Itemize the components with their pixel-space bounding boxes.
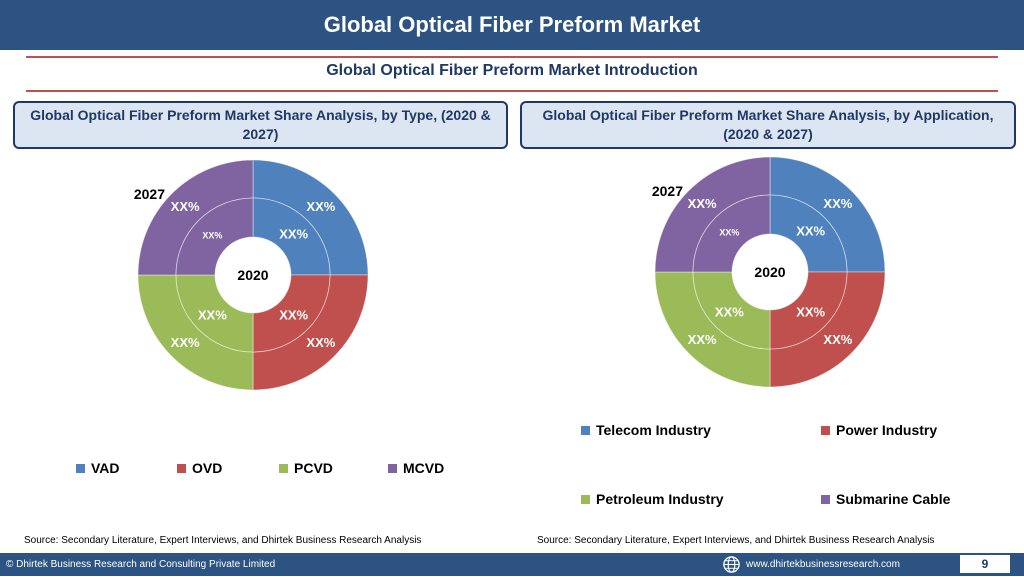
section-subtitle: Global Optical Fiber Preform Market Intr… [326,62,698,79]
source-note-type: Source: Secondary Literature, Expert Int… [24,535,422,546]
legend-item-mcvd: MCVD [388,460,444,476]
page-title: Global Optical Fiber Preform Market [323,12,701,37]
data-label-outer: XX% [823,196,852,211]
legend-item-ovd: OVD [177,460,222,476]
legend-item-vad: VAD [76,460,120,476]
legend-item-telecom-industry: Telecom Industry [581,422,711,438]
legend-swatch [821,425,830,435]
data-label-inner: XX% [796,223,825,238]
legend-item-petroleum-industry: Petroleum Industry [581,491,724,507]
copyright-text: © Dhirtek Business Research and Consulti… [6,559,276,570]
legend-label: Telecom Industry [596,422,711,438]
data-label-inner: XX% [279,308,308,323]
application-panel-heading-text: Global Optical Fiber Preform Market Shar… [542,107,994,142]
legend-swatch [581,425,590,435]
donut-hole [216,238,290,312]
legend-swatch [388,463,397,473]
legend-swatch [76,463,85,473]
data-label-outer: XX% [306,335,335,350]
legend-label: Petroleum Industry [596,491,724,507]
legend-item-submarine-cable: Submarine Cable [821,491,950,507]
footer-bar: © Dhirtek Business Research and Consulti… [0,553,1024,576]
data-label-outer: XX% [171,199,200,214]
type-donut-chart: XX% XX% XX% XX% XX% XX% XX% XX% 2020 2027 [134,159,369,391]
legend-label: PCVD [294,460,333,476]
legend-label: Power Industry [836,422,938,438]
inner-ring-label: 2020 [237,267,268,283]
legend-label: MCVD [403,460,445,476]
source-note-application: Source: Secondary Literature, Expert Int… [537,535,935,546]
divider-top [26,56,998,58]
outer-ring-label: 2027 [652,183,683,199]
donut-slice-inner [692,194,771,273]
data-label-outer: XX% [688,196,717,211]
page-number: 9 [960,555,1010,573]
data-label-inner: XX% [796,305,825,320]
type-panel-heading-text: Global Optical Fiber Preform Market Shar… [30,107,491,142]
legend-swatch [581,494,590,504]
website-link[interactable]: www.dhirtekbusinessresearch.com [746,559,900,570]
data-label-outer: XX% [306,199,335,214]
title-bar: Global Optical Fiber Preform Market [0,0,1024,50]
outer-ring-label: 2027 [134,186,165,202]
donut-slice-inner [175,274,254,353]
data-label-outer: XX% [688,332,717,347]
legend-swatch [177,463,186,473]
donut-hole [733,235,807,309]
divider-bottom [26,90,998,92]
legend-swatch [279,463,288,473]
legend-item-power-industry: Power Industry [821,422,937,438]
legend-swatch [821,494,830,504]
donut-slice-inner [769,194,848,273]
data-label-inner: XX% [198,308,227,323]
donut-slice-inner [175,197,254,276]
donut-slice-inner [692,271,771,350]
data-label-inner: XX% [715,305,744,320]
application-donut-chart: XX% XX% XX% XX% XX% XX% XX% XX% 2020 2027 [652,156,886,388]
data-label-outer: XX% [823,332,852,347]
legend-label: OVD [192,460,223,476]
legend-item-pcvd: PCVD [279,460,333,476]
inner-ring-label: 2020 [754,264,785,280]
data-label-inner: XX% [202,230,222,240]
data-label-outer: XX% [171,335,200,350]
data-label-inner: XX% [719,227,739,237]
data-label-inner: XX% [279,226,308,241]
donut-slice-inner [252,197,331,276]
legend-label: Submarine Cable [836,491,951,507]
donut-slice-inner [252,274,331,353]
legend-label: VAD [91,460,120,476]
globe-icon [722,555,741,577]
donut-slice-inner [769,271,848,350]
application-panel-heading: Global Optical Fiber Preform Market Shar… [520,101,1016,149]
type-panel-heading: Global Optical Fiber Preform Market Shar… [13,101,508,149]
